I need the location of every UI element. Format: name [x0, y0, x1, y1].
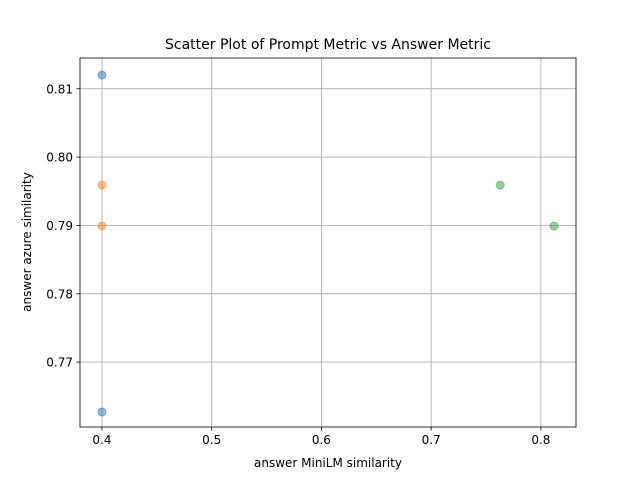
- x-axis-label: answer MiniLM similarity: [254, 456, 402, 470]
- scatter-point: [97, 407, 107, 417]
- scatter-point: [97, 180, 107, 190]
- scatter-point: [495, 180, 505, 190]
- scatter-point: [97, 70, 107, 80]
- scatter-point: [97, 221, 107, 231]
- y-axis-label: answer azure similarity: [20, 172, 34, 312]
- plot-frame: [79, 57, 577, 428]
- axis-ticks: 0.4 0.5 0.6 0.7 0.8 0.77 0.78 0.79 0.80 0.81: [46, 82, 550, 447]
- y-tick-label: 0.80: [46, 151, 73, 165]
- x-tick-label: 0.5: [202, 433, 221, 447]
- x-tick-label: 0.8: [531, 433, 550, 447]
- x-tick-label: 0.6: [312, 433, 331, 447]
- scatter-point: [549, 221, 559, 231]
- y-tick-label: 0.81: [46, 82, 73, 96]
- y-tick-label: 0.78: [46, 287, 73, 301]
- data-points: [97, 70, 559, 417]
- x-tick-label: 0.4: [92, 433, 111, 447]
- x-tick-label: 0.7: [422, 433, 441, 447]
- y-tick-label: 0.77: [46, 356, 73, 370]
- y-tick-label: 0.79: [46, 219, 73, 233]
- chart-title: Scatter Plot of Prompt Metric vs Answer …: [165, 37, 491, 53]
- grid-lines: [80, 58, 576, 427]
